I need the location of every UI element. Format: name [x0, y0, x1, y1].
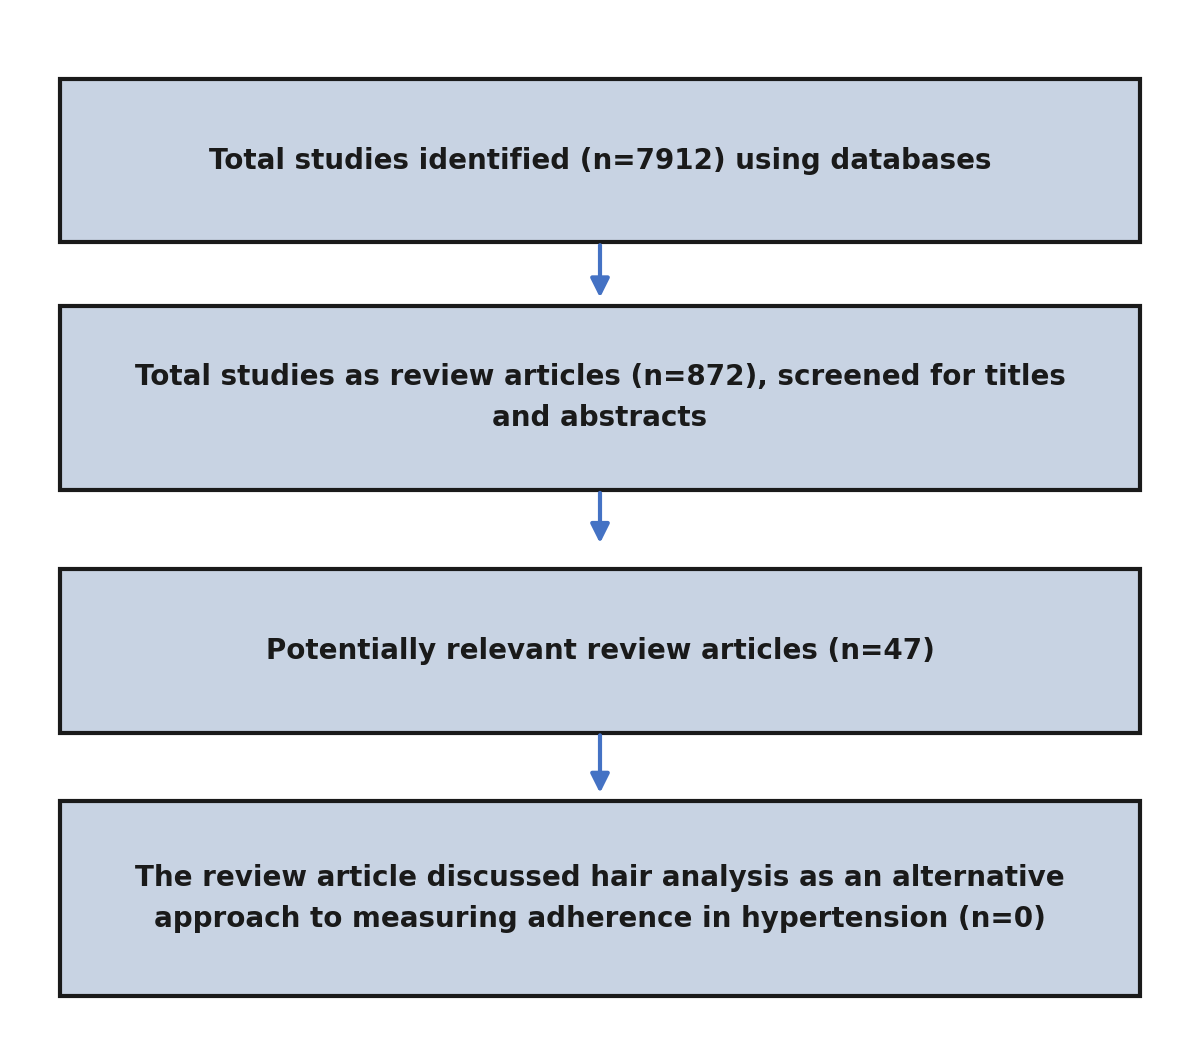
FancyBboxPatch shape — [60, 569, 1140, 733]
FancyBboxPatch shape — [60, 306, 1140, 490]
Text: The review article discussed hair analysis as an alternative
approach to measuri: The review article discussed hair analys… — [136, 864, 1064, 933]
FancyBboxPatch shape — [60, 801, 1140, 996]
Text: Total studies identified (n=7912) using databases: Total studies identified (n=7912) using … — [209, 147, 991, 175]
Text: Total studies as review articles (n=872), screened for titles
and abstracts: Total studies as review articles (n=872)… — [134, 364, 1066, 432]
FancyBboxPatch shape — [60, 79, 1140, 242]
Text: Potentially relevant review articles (n=47): Potentially relevant review articles (n=… — [265, 637, 935, 665]
